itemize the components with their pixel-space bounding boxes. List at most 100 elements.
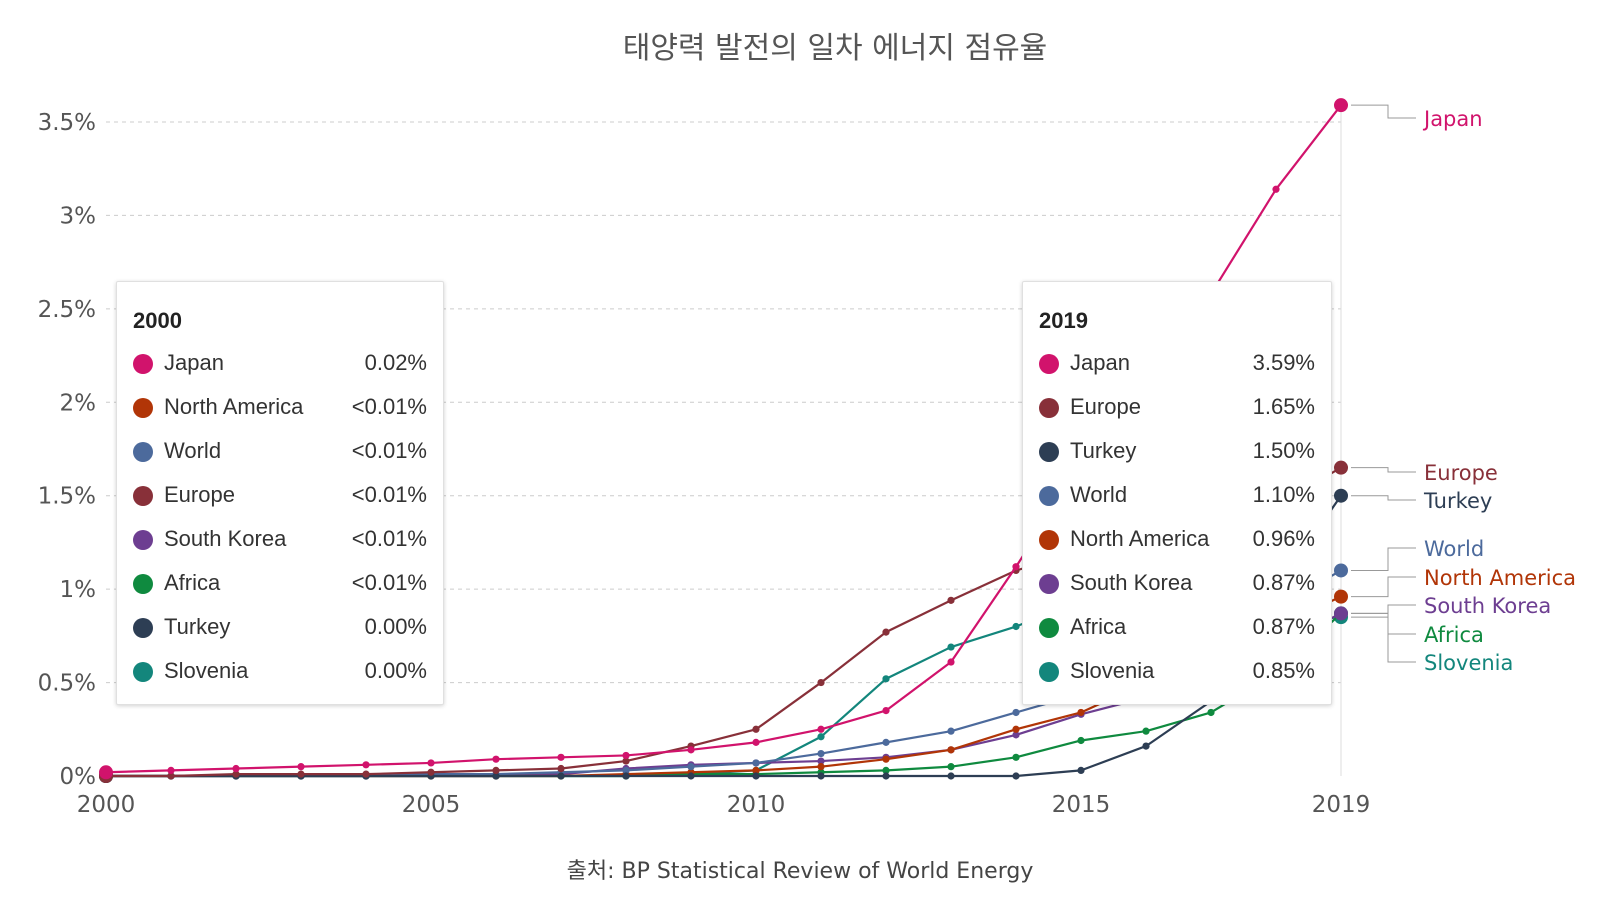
data-point xyxy=(1334,98,1348,113)
tooltip-row: Europe 1.65% xyxy=(1023,392,1331,436)
data-point xyxy=(687,772,695,780)
data-point xyxy=(817,733,825,741)
data-point xyxy=(947,746,955,754)
tooltip-value: <0.01% xyxy=(351,482,427,507)
data-point xyxy=(752,766,760,774)
data-point xyxy=(817,725,825,733)
tooltip-row: Africa <0.01% xyxy=(117,568,443,612)
tooltip-row: Japan 3.59% xyxy=(1023,348,1331,392)
data-point xyxy=(557,753,565,761)
tooltip-series-name: Europe xyxy=(1070,394,1141,419)
tooltip-value: 0.85% xyxy=(1252,658,1315,683)
data-point xyxy=(232,770,240,778)
data-point xyxy=(362,761,370,769)
x-tick-label: 2019 xyxy=(1312,792,1371,818)
data-point xyxy=(557,764,565,773)
tooltip-value: 0.00% xyxy=(364,614,427,639)
data-point xyxy=(1142,742,1150,750)
data-point xyxy=(1334,589,1348,604)
legend-dot-icon xyxy=(133,574,153,594)
label-connector xyxy=(1351,604,1416,614)
data-point xyxy=(687,763,695,771)
legend-dot-icon xyxy=(1039,354,1059,374)
y-tick-label: 1.5% xyxy=(38,484,96,510)
legend-dot-icon xyxy=(133,354,153,374)
end-label: Slovenia xyxy=(1424,651,1513,675)
data-point xyxy=(882,766,890,774)
tooltip-series-name: Africa xyxy=(1070,614,1127,639)
tooltip-series-name: Turkey xyxy=(164,614,231,639)
x-axis: 2000 2005 2010 2015 2019 xyxy=(77,792,1371,818)
tooltip-series-name: Europe xyxy=(164,482,235,507)
label-connector xyxy=(1351,576,1416,598)
data-point xyxy=(297,763,305,771)
data-point xyxy=(622,751,630,760)
data-point xyxy=(1077,736,1085,745)
legend-dot-icon xyxy=(133,662,153,682)
label-connector xyxy=(1351,104,1416,119)
legend-dot-icon xyxy=(1039,574,1059,594)
data-point xyxy=(1334,488,1348,503)
y-tick-label: 2% xyxy=(60,390,97,416)
data-point xyxy=(1012,708,1020,717)
data-point xyxy=(362,770,370,778)
x-tick-label: 2000 xyxy=(77,792,136,818)
data-point xyxy=(1334,606,1348,621)
tooltip-value: 0.96% xyxy=(1252,526,1315,551)
data-point xyxy=(99,765,113,780)
y-axis: 0% 0.5% 1% 1.5% 2% 2.5% 3% 3.5% xyxy=(38,110,96,790)
data-point xyxy=(232,764,240,773)
tooltip-series-name: Japan xyxy=(1070,350,1130,375)
data-point xyxy=(167,766,175,774)
end-label: Europe xyxy=(1424,461,1498,485)
data-point xyxy=(947,763,955,771)
data-point xyxy=(557,772,565,780)
data-point xyxy=(817,678,825,687)
data-point xyxy=(1012,772,1020,780)
data-point xyxy=(1012,731,1020,739)
data-point xyxy=(882,738,890,746)
tooltip-row: Europe <0.01% xyxy=(117,480,443,524)
tooltip-series-name: World xyxy=(1070,482,1128,507)
end-label: Japan xyxy=(1422,107,1483,131)
y-tick-label: 3% xyxy=(60,203,97,229)
end-label: South Korea xyxy=(1424,594,1551,618)
data-point xyxy=(1334,460,1348,475)
data-point xyxy=(947,772,955,780)
data-point xyxy=(687,746,695,754)
data-point xyxy=(817,749,825,758)
label-connector xyxy=(1351,612,1416,635)
source-note: 출처: BP Statistical Review of World Energ… xyxy=(567,859,1034,884)
legend-dot-icon xyxy=(1039,398,1059,418)
tooltip-year: 2019 xyxy=(1039,308,1088,333)
legend-dot-icon xyxy=(1039,530,1059,550)
tooltip-series-name: Turkey xyxy=(1070,438,1137,463)
tooltip-row: Turkey 1.50% xyxy=(1023,436,1331,480)
data-point xyxy=(752,738,760,746)
legend-dot-icon xyxy=(133,530,153,550)
tooltip-value: <0.01% xyxy=(351,526,427,551)
label-connector xyxy=(1351,547,1416,571)
data-point xyxy=(817,757,825,765)
data-point xyxy=(427,759,435,767)
tooltip-row: North America <0.01% xyxy=(117,392,443,436)
data-point xyxy=(1012,725,1020,733)
tooltip-row: South Korea 0.87% xyxy=(1023,568,1331,612)
data-point xyxy=(882,628,890,636)
tooltip-row: World <0.01% xyxy=(117,436,443,480)
tooltip-rows: Japan 3.59% Europe 1.65% Turkey 1.50% World 1.1… xyxy=(1023,348,1331,700)
tooltip-value: 1.10% xyxy=(1252,482,1315,507)
data-point xyxy=(1012,622,1020,631)
tooltip-value: 1.65% xyxy=(1252,394,1315,419)
data-point xyxy=(167,772,175,780)
data-point xyxy=(1012,563,1020,571)
tooltip-value: <0.01% xyxy=(351,570,427,595)
legend-dot-icon xyxy=(1039,618,1059,638)
data-point xyxy=(947,596,955,604)
legend-dot-icon xyxy=(1039,486,1059,506)
label-connector xyxy=(1351,467,1416,473)
data-point xyxy=(752,759,760,767)
tooltip-2000: 2000 Japan 0.02% North America <0.01% World <… xyxy=(116,281,444,705)
end-label: Turkey xyxy=(1423,489,1492,513)
tooltip-series-name: North America xyxy=(1070,526,1210,551)
